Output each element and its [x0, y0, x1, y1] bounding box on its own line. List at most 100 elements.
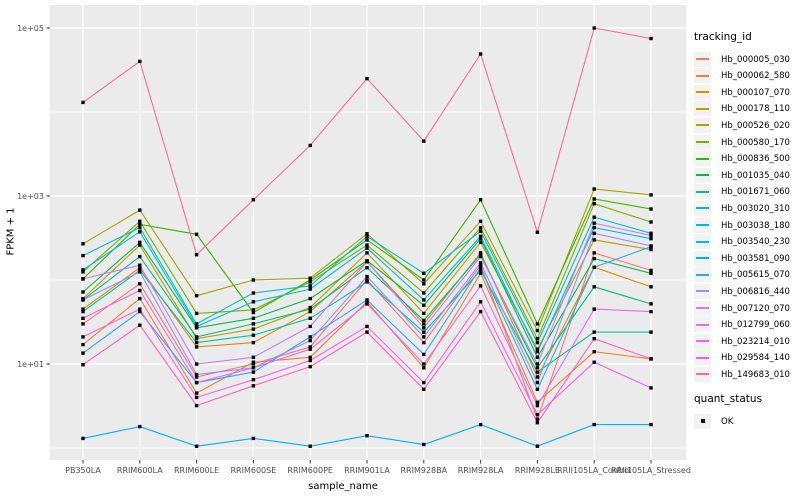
data-point — [308, 364, 312, 369]
data-point — [251, 327, 256, 331]
data-point — [308, 347, 312, 351]
legend-key-line-icon — [696, 141, 709, 143]
data-point — [592, 221, 596, 225]
data-point — [251, 291, 256, 295]
data-point — [592, 238, 596, 242]
legend-key-line-icon — [696, 373, 709, 376]
data-point — [649, 207, 653, 211]
data-point — [308, 335, 312, 339]
legend-key — [694, 300, 711, 316]
data-point — [535, 403, 540, 408]
data-point — [81, 100, 85, 105]
data-point — [251, 278, 256, 282]
legend-entry-label: Hb_000580_170 — [721, 137, 790, 148]
data-point — [422, 366, 426, 370]
data-point — [194, 335, 199, 339]
legend-entry-label: Hb_003038_180 — [721, 220, 790, 231]
legend-key — [694, 366, 711, 382]
data-point — [422, 352, 426, 357]
data-point — [365, 232, 369, 236]
data-point — [478, 219, 483, 223]
data-point — [194, 322, 199, 326]
data-point — [308, 345, 312, 349]
x-axis-title: sample_name — [308, 481, 378, 492]
x-tick-label: RRIM928LE — [515, 466, 560, 475]
data-point — [422, 442, 426, 447]
data-point — [592, 307, 596, 311]
data-point — [365, 434, 369, 438]
data-point — [592, 26, 596, 30]
legend-key-line-icon — [696, 124, 709, 127]
y-axis-title: FPKM + 1 — [5, 207, 17, 256]
data-point — [81, 335, 85, 339]
legend-key — [694, 350, 711, 366]
data-point — [649, 237, 653, 241]
data-point — [251, 362, 256, 366]
data-point — [251, 316, 256, 320]
data-point — [81, 363, 85, 367]
data-point — [535, 350, 540, 354]
legend-key — [694, 84, 711, 100]
data-point — [194, 395, 199, 400]
legend-key-line-icon — [696, 107, 709, 110]
legend-entry-label: Hb_000526_020 — [721, 120, 790, 131]
data-point — [251, 310, 256, 315]
data-point — [592, 225, 596, 230]
data-point — [365, 243, 369, 247]
legend-key-line-icon — [696, 290, 709, 293]
data-point — [478, 52, 483, 56]
data-point — [422, 139, 426, 143]
data-point — [649, 244, 653, 248]
legend-key-line-icon — [696, 323, 709, 326]
data-point — [194, 444, 199, 448]
data-point — [649, 247, 653, 252]
data-point — [138, 424, 142, 429]
data-point — [649, 268, 653, 273]
data-point — [478, 263, 483, 267]
data-point — [308, 276, 312, 280]
data-point — [478, 284, 483, 288]
data-point — [251, 366, 256, 370]
x-tick-label: RRIM901LA — [344, 466, 390, 475]
y-tick-label: 1e+05 — [17, 24, 44, 33]
data-point — [308, 355, 312, 359]
legend-entry-label: Hb_023214_010 — [721, 336, 790, 347]
legend-key — [694, 234, 711, 250]
legend-entry-label: Hb_006816_440 — [721, 286, 790, 297]
data-point — [422, 282, 426, 286]
legend-entry-label: Hb_000178_110 — [721, 104, 790, 115]
data-point — [592, 330, 596, 334]
data-point — [138, 254, 142, 259]
square-point-icon — [700, 419, 705, 423]
legend-entry-label: Hb_003020_310 — [721, 203, 790, 214]
data-point — [365, 300, 369, 304]
data-point — [81, 436, 85, 441]
y-tick-label: 1e+03 — [17, 192, 44, 201]
legend-title-quant-status: quant_status — [694, 393, 763, 405]
data-point — [649, 330, 653, 334]
data-point — [592, 360, 596, 364]
data-point — [422, 387, 426, 391]
data-point — [592, 285, 596, 289]
data-point — [138, 222, 142, 226]
data-point — [535, 412, 540, 417]
data-point — [251, 436, 256, 441]
data-point — [308, 280, 312, 284]
data-point — [592, 215, 596, 219]
data-point — [194, 375, 199, 379]
data-point — [194, 380, 199, 385]
data-point — [592, 265, 596, 269]
data-point — [194, 362, 199, 366]
data-point — [478, 261, 483, 265]
data-point — [138, 225, 142, 230]
data-point — [649, 220, 653, 224]
legend-key — [694, 167, 711, 183]
legend-entry-label: Hb_149683_010 — [721, 369, 790, 380]
x-tick-label: RRII105LA_Control — [557, 466, 631, 475]
legend-entry-label: Hb_001035_040 — [721, 170, 790, 181]
data-point — [649, 386, 653, 390]
data-point — [649, 285, 653, 289]
data-point — [365, 266, 369, 270]
data-point — [251, 370, 256, 374]
data-point — [535, 340, 540, 345]
